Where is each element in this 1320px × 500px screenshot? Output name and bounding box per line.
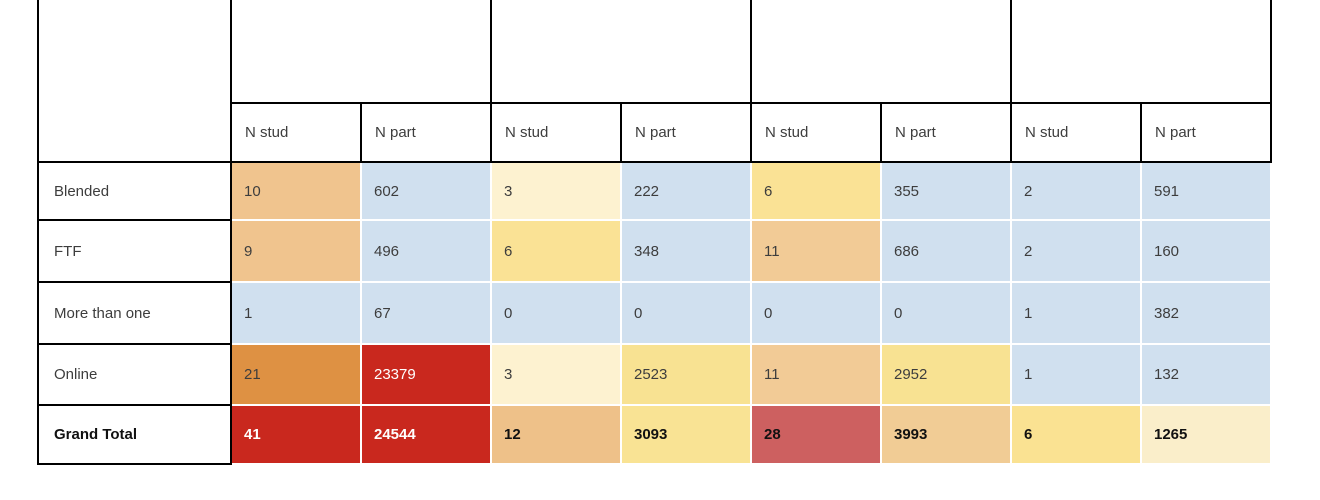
- table-row-ftf: FTF 9 496 6 348 11 686 2 160: [37, 219, 1272, 283]
- group-header-cell-2: [490, 0, 752, 104]
- row-label: Blended: [37, 161, 232, 221]
- data-cell: 3: [490, 343, 622, 406]
- row-label: FTF: [37, 219, 232, 283]
- table-row-blended: Blended 10 602 3 222 6 355 2 591: [37, 161, 1272, 221]
- data-cell: 2523: [620, 343, 752, 406]
- data-cell: 591: [1140, 161, 1272, 221]
- data-cell: 2: [1010, 219, 1142, 283]
- data-cell: 0: [490, 281, 622, 345]
- data-cell: 496: [360, 219, 492, 283]
- column-header-npart-1: N part: [360, 102, 492, 163]
- data-cell: 2: [1010, 161, 1142, 221]
- data-cell: 28: [750, 404, 882, 465]
- column-header-nstud-3: N stud: [750, 102, 882, 163]
- data-cell: 1265: [1140, 404, 1272, 465]
- data-cell: 348: [620, 219, 752, 283]
- heatmap-table: N stud N part N stud N part N stud N par…: [37, 0, 1272, 465]
- data-cell: 3: [490, 161, 622, 221]
- data-cell: 0: [620, 281, 752, 345]
- data-cell: 0: [750, 281, 882, 345]
- data-cell: 9: [230, 219, 362, 283]
- data-cell: 602: [360, 161, 492, 221]
- data-cell: 160: [1140, 219, 1272, 283]
- data-cell: 11: [750, 343, 882, 406]
- data-cell: 132: [1140, 343, 1272, 406]
- row-label: Online: [37, 343, 232, 406]
- column-header-npart-4: N part: [1140, 102, 1272, 163]
- column-header-nstud-4: N stud: [1010, 102, 1142, 163]
- data-cell: 12: [490, 404, 622, 465]
- column-header-nstud-1: N stud: [230, 102, 362, 163]
- data-cell: 1: [230, 281, 362, 345]
- data-cell: 21: [230, 343, 362, 406]
- data-cell: 41: [230, 404, 362, 465]
- data-cell: 10: [230, 161, 362, 221]
- row-label-grand-total: Grand Total: [37, 404, 232, 465]
- data-cell: 6: [1010, 404, 1142, 465]
- table-row-more-than-one: More than one 1 67 0 0 0 0 1 382: [37, 281, 1272, 345]
- row-label: More than one: [37, 281, 232, 345]
- data-cell: 355: [880, 161, 1012, 221]
- data-cell: 3093: [620, 404, 752, 465]
- data-cell: 1: [1010, 343, 1142, 406]
- data-cell: 3993: [880, 404, 1012, 465]
- data-cell: 1: [1010, 281, 1142, 345]
- data-cell: 11: [750, 219, 882, 283]
- column-header-npart-3: N part: [880, 102, 1012, 163]
- data-cell: 24544: [360, 404, 492, 465]
- group-header-cell-1: [230, 0, 492, 104]
- data-cell: 6: [490, 219, 622, 283]
- data-cell: 686: [880, 219, 1012, 283]
- column-header-nstud-2: N stud: [490, 102, 622, 163]
- corner-header-cell: [37, 0, 232, 163]
- data-cell: 6: [750, 161, 882, 221]
- data-cell: 67: [360, 281, 492, 345]
- data-cell: 382: [1140, 281, 1272, 345]
- data-cell: 2952: [880, 343, 1012, 406]
- column-header-npart-2: N part: [620, 102, 752, 163]
- data-cell: 222: [620, 161, 752, 221]
- table-row-grand-total: Grand Total 41 24544 12 3093 28 3993 6 1…: [37, 404, 1272, 465]
- data-cell: 0: [880, 281, 1012, 345]
- column-header-row: N stud N part N stud N part N stud N par…: [38, 102, 1272, 163]
- group-header-cell-4: [1010, 0, 1272, 104]
- group-header-cell-3: [750, 0, 1012, 104]
- table-row-online: Online 21 23379 3 2523 11 2952 1 132: [37, 343, 1272, 406]
- group-header-row: [37, 0, 1272, 163]
- data-cell: 23379: [360, 343, 492, 406]
